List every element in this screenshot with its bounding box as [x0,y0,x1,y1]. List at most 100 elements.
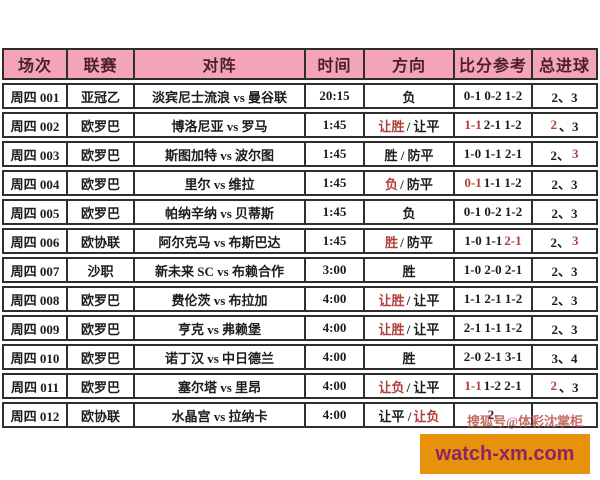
table-row: 周四 009 欧罗巴 亨克 vs 弗赖堡 4:00 让胜 / 让平 2-1 1-1 1-2… [2,315,598,341]
cell-time: 4:00 [306,317,365,339]
cell-match-id: 周四 001 [4,85,68,107]
match-table: 场次 联赛 对阵 时间 方向 比分参考 总进球 周四 001 亚冠乙 淡宾尼士流浪 vs 曼谷联… [2,48,598,431]
cell-score-ref: 1-0 1-1 2-1 [455,143,533,165]
cell-time: 1:45 [306,230,365,252]
cell-direction: 让胜 / 让平 [365,317,455,339]
banner-site-label: watch-xm.com [435,442,575,465]
table-row: 周四 008 欧罗巴 费伦茨 vs 布拉加 4:00 让胜 / 让平 1-1 2-1 1-… [2,286,598,312]
cell-time: 20:15 [306,85,365,107]
cell-total-goals: 3、4 [551,350,578,366]
cell-direction: 让负 / 让平 [365,375,455,397]
cell-league: 亚冠乙 [68,85,135,107]
cell-total-goals: 2、3 [550,233,579,250]
cell-league: 欧协联 [68,230,135,252]
cell-total-goals: 2、3 [550,146,579,163]
header-league: 联赛 [68,50,135,78]
cell-match-id: 周四 004 [4,172,68,194]
header-direction: 方向 [365,50,455,78]
cell-direction: 让胜 / 让平 [365,288,455,310]
cell-score-ref: 2- [455,404,533,426]
cell-total-goals: 2、3 [551,89,578,105]
header-score-ref: 比分参考 [455,50,533,78]
cell-total-goals: 2、3 [551,292,578,308]
cell-time: 1:45 [306,201,365,223]
cell-direction: 负 / 防平 [365,172,455,194]
cell-league: 欧罗巴 [68,201,135,223]
cell-match-id: 周四 011 [4,375,68,397]
cell-league: 欧罗巴 [68,375,135,397]
cell-matchup: 淡宾尼士流浪 vs 曼谷联 [135,85,306,107]
cell-match-id: 周四 003 [4,143,68,165]
cell-score-ref: 2-0 2-1 3-1 [455,346,533,368]
header-time: 时间 [306,50,365,78]
cell-score-ref: 0-1 0-2 1-2 [455,201,533,223]
watermark-site-banner: watch-xm.com [420,434,590,474]
cell-match-id: 周四 009 [4,317,68,339]
table-row: 周四 006 欧协联 阿尔克马 vs 布斯巴达 1:45 胜 / 防平 1-0 1-1 2… [2,228,598,254]
cell-matchup: 水晶宫 vs 拉纳卡 [135,404,306,426]
cell-total-goals: 2、3 [551,205,578,221]
table-row: 周四 002 欧罗巴 博洛尼亚 vs 罗马 1:45 让胜 / 让平 1-1 2-1 1-… [2,112,598,138]
cell-time: 3:00 [306,259,365,281]
cell-time: 4:00 [306,375,365,397]
cell-matchup: 诺丁汉 vs 中日德兰 [135,346,306,368]
cell-total-goals: 2、3 [550,117,579,134]
cell-total-goals [533,404,596,426]
cell-league: 沙职 [68,259,135,281]
cell-matchup: 阿尔克马 vs 布斯巴达 [135,230,306,252]
cell-league: 欧罗巴 [68,317,135,339]
cell-match-id: 周四 006 [4,230,68,252]
cell-match-id: 周四 007 [4,259,68,281]
table-row: 周四 007 沙职 新未来 SC vs 布赖合作 3:00 胜 1-0 2-0 2-1 2、… [2,257,598,283]
cell-time: 4:00 [306,346,365,368]
cell-score-ref: 1-0 2-0 2-1 [455,259,533,281]
header-matchup: 对阵 [135,50,306,78]
cell-league: 欧罗巴 [68,288,135,310]
table-row: 周四 004 欧罗巴 里尔 vs 维拉 1:45 负 / 防平 0-1 1-1 1-2 2、… [2,170,598,196]
cell-direction: 胜 [365,346,455,368]
cell-match-id: 周四 010 [4,346,68,368]
cell-league: 欧罗巴 [68,172,135,194]
cell-direction: 胜 [365,259,455,281]
cell-total-goals: 2、3 [551,321,578,337]
cell-time: 4:00 [306,404,365,426]
cell-match-id: 周四 005 [4,201,68,223]
cell-matchup: 里尔 vs 维拉 [135,172,306,194]
cell-total-goals: 2、3 [551,263,578,279]
table-row: 周四 003 欧罗巴 斯图加特 vs 波尔图 1:45 胜 / 防平 1-0 1-1 2-… [2,141,598,167]
table-row: 周四 001 亚冠乙 淡宾尼士流浪 vs 曼谷联 20:15 负 0-1 0-2 1-2 2… [2,83,598,109]
cell-league: 欧罗巴 [68,114,135,136]
cell-match-id: 周四 012 [4,404,68,426]
cell-score-ref: 0-1 0-2 1-2 [455,85,533,107]
cell-time: 1:45 [306,114,365,136]
cell-score-ref: 1-0 1-1 2-1 [455,230,533,252]
cell-direction: 胜 / 防平 [365,230,455,252]
table-row: 周四 005 欧罗巴 帕纳辛纳 vs 贝蒂斯 1:45 负 0-1 0-2 1-2 2、3 [2,199,598,225]
table-row: 周四 010 欧罗巴 诺丁汉 vs 中日德兰 4:00 胜 2-0 2-1 3-1 3、4 [2,344,598,370]
table-body: 周四 001 亚冠乙 淡宾尼士流浪 vs 曼谷联 20:15 负 0-1 0-2 1-2 2… [2,83,598,428]
cell-direction: 负 [365,85,455,107]
cell-score-ref: 0-1 1-1 1-2 [455,172,533,194]
cell-matchup: 博洛尼亚 vs 罗马 [135,114,306,136]
cell-score-ref: 1-1 2-1 1-2 [455,288,533,310]
table-row: 周四 012 欧协联 水晶宫 vs 拉纳卡 4:00 让平 / 让负 2- [2,402,598,428]
cell-total-goals: 2、3 [551,176,578,192]
cell-score-ref: 2-1 1-1 1-2 [455,317,533,339]
cell-league: 欧罗巴 [68,143,135,165]
cell-score-ref: 1-1 2-1 1-2 [455,114,533,136]
cell-match-id: 周四 008 [4,288,68,310]
cell-league: 欧协联 [68,404,135,426]
cell-match-id: 周四 002 [4,114,68,136]
header-total-goals: 总进球 [538,58,590,75]
cell-time: 4:00 [306,288,365,310]
cell-matchup: 费伦茨 vs 布拉加 [135,288,306,310]
header-match-id: 场次 [4,50,68,78]
cell-matchup: 塞尔塔 vs 里昂 [135,375,306,397]
cell-matchup: 帕纳辛纳 vs 贝蒂斯 [135,201,306,223]
cell-direction: 让胜 / 让平 [365,114,455,136]
cell-league: 欧罗巴 [68,346,135,368]
cell-time: 1:45 [306,143,365,165]
cell-direction: 胜 / 防平 [365,143,455,165]
cell-matchup: 亨克 vs 弗赖堡 [135,317,306,339]
